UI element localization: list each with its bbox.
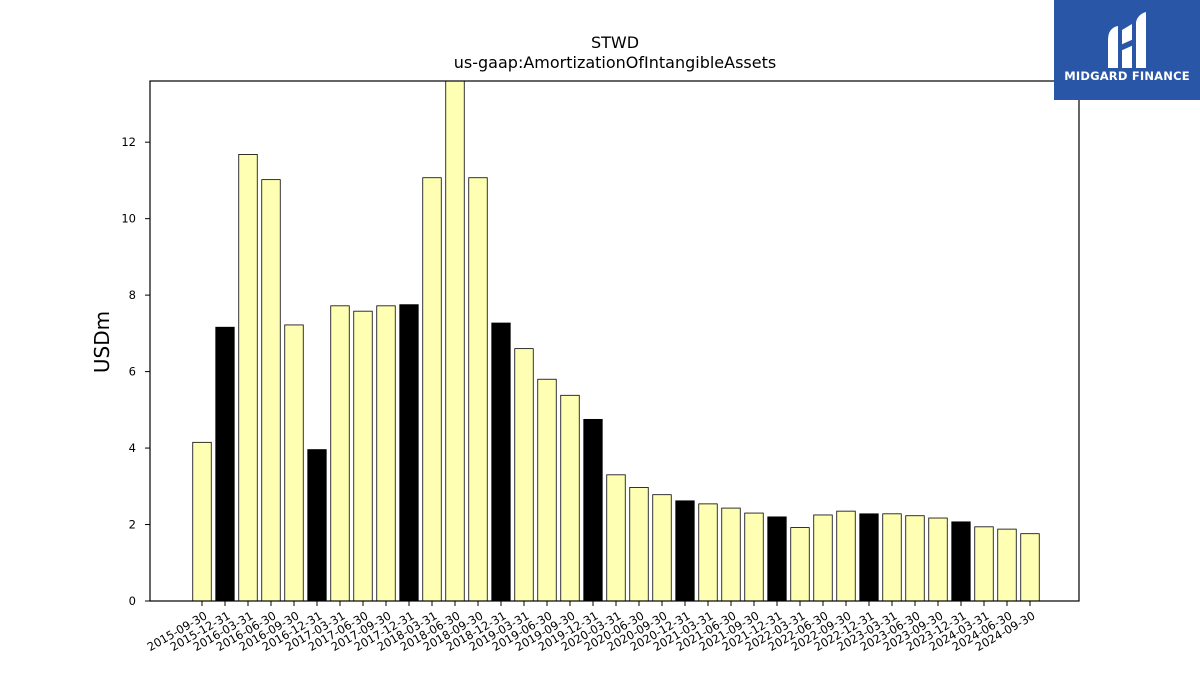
y-tick-label: 4	[129, 441, 136, 455]
plot-frame	[149, 80, 1080, 602]
bar-2018-03-31	[422, 177, 442, 602]
bar-2023-09-30	[928, 517, 948, 602]
bar-2021-12-31	[767, 516, 787, 602]
bar-2021-03-31	[698, 503, 718, 602]
bar-2019-06-30	[537, 378, 557, 602]
x-axis-ticks: 2015-09-302015-12-312016-03-312016-06-30…	[145, 601, 1038, 654]
bar-2018-12-31	[491, 322, 511, 602]
bar-2019-09-30	[560, 394, 580, 602]
bar-2023-03-31	[882, 513, 902, 602]
bar-2024-06-30	[997, 528, 1017, 602]
bar-2021-06-30	[721, 507, 741, 602]
y-tick-label: 12	[121, 135, 136, 149]
bar-2017-12-31	[399, 304, 419, 602]
bar-2018-06-30	[445, 80, 465, 602]
bar-2022-06-30	[813, 514, 833, 602]
bar-2024-09-30	[1020, 533, 1040, 602]
chart-subtitle: us-gaap:AmortizationOfIntangibleAssets	[454, 53, 776, 72]
bar-2018-09-30	[468, 177, 488, 602]
bar-2016-12-31	[307, 449, 327, 602]
bar-2022-12-31	[859, 513, 879, 602]
bar-2022-03-31	[790, 527, 810, 602]
bars-group	[192, 80, 1040, 602]
brand-logo: MIDGARD FINANCE	[1054, 0, 1200, 100]
y-tick-label: 6	[129, 365, 136, 379]
y-tick-label: 10	[121, 212, 136, 226]
bar-2017-06-30	[353, 310, 373, 602]
bar-2016-03-31	[238, 154, 258, 602]
bar-2020-12-31	[675, 500, 695, 602]
bar-2022-09-30	[836, 510, 856, 602]
y-tick-label: 8	[129, 288, 136, 302]
bar-2015-12-31	[215, 326, 235, 602]
bar-2016-06-30	[261, 179, 281, 602]
logo-mark-icon	[1108, 12, 1146, 68]
bar-2015-09-30	[192, 441, 212, 602]
bar-2020-06-30	[629, 487, 649, 602]
bar-2017-09-30	[376, 305, 396, 602]
chart-title: STWD	[591, 33, 639, 52]
bar-2020-03-31	[606, 474, 626, 602]
y-tick-label: 0	[129, 594, 136, 608]
bar-2023-12-31	[951, 521, 971, 602]
bar-2024-03-31	[974, 526, 994, 602]
bar-2023-06-30	[905, 515, 925, 602]
bar-2019-12-31	[583, 418, 603, 602]
y-axis-ticks: 0 2 4 6 8 10 12	[121, 135, 150, 608]
bar-2021-09-30	[744, 512, 764, 602]
y-tick-label: 2	[129, 518, 136, 532]
bar-2016-09-30	[284, 324, 304, 602]
bar-2019-03-31	[514, 348, 534, 602]
y-axis-label: USDm	[90, 311, 114, 373]
logo-text: MIDGARD FINANCE	[1064, 69, 1190, 83]
bar-2017-03-31	[330, 305, 350, 602]
bar-2020-09-30	[652, 494, 672, 602]
